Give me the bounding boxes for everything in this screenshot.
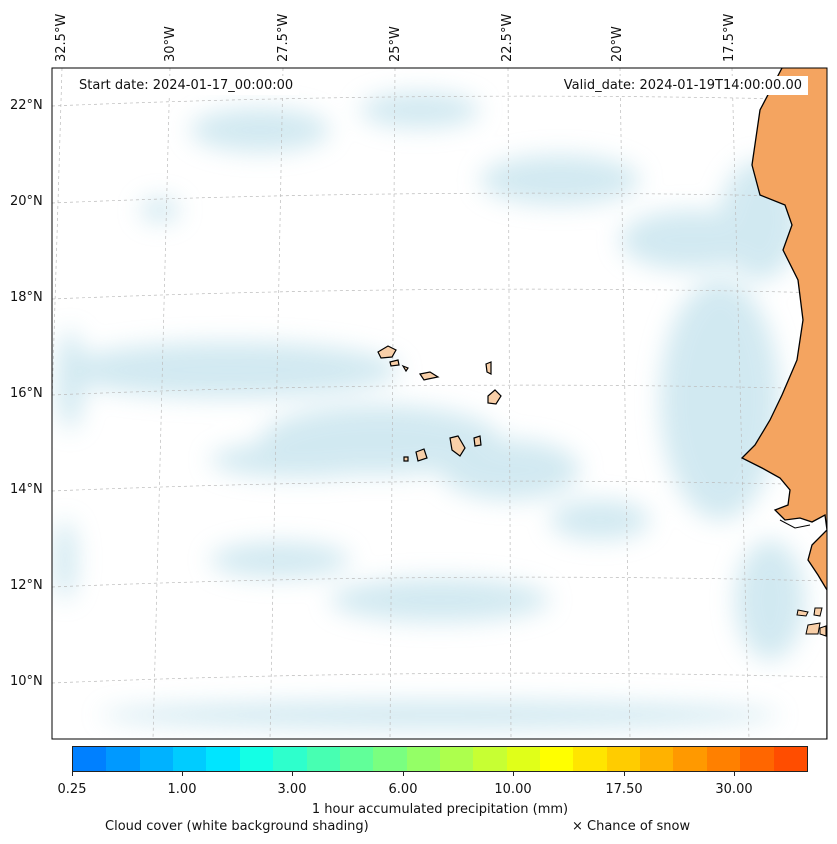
latitude-label-10n: 10°N	[10, 674, 43, 689]
colorbar-tickmark	[624, 772, 625, 776]
colorbar-segment	[606, 747, 641, 771]
latitude-label-12n: 12°N	[10, 578, 43, 593]
colorbar-segment	[406, 747, 440, 771]
longitude-label-27-5w: 27.5°W	[276, 13, 291, 62]
colorbar-segment	[306, 747, 340, 771]
colorbar-segment	[673, 747, 707, 771]
map-frame	[51, 67, 828, 740]
snow-legend: × Chance of snow	[572, 819, 691, 834]
cloud-cover-legend: Cloud cover (white background shading)	[105, 819, 369, 834]
colorbar-tickmark	[403, 772, 404, 776]
colorbar-tickmark	[182, 772, 183, 776]
colorbar-tick-0-25: 0.25	[57, 782, 87, 797]
precipitation-colorbar	[72, 746, 808, 772]
longitude-label-25w: 25°W	[388, 26, 403, 62]
colorbar-tick-3-00: 3.00	[277, 782, 307, 797]
colorbar-segment	[373, 747, 407, 771]
colorbar-segment	[740, 747, 774, 771]
colorbar-segment	[339, 747, 374, 771]
longitude-label-17-5w: 17.5°W	[722, 13, 737, 62]
graticule	[52, 68, 827, 739]
latitude-label-14n: 14°N	[10, 482, 43, 497]
colorbar-tick-10-00: 10.00	[494, 782, 532, 797]
colorbar-segment	[106, 747, 140, 771]
valid-date-label: Valid_date: 2024-01-19T14:00:00.00	[557, 76, 808, 95]
colorbar-tick-6-00: 6.00	[388, 782, 418, 797]
cape-verde-islands	[377, 345, 502, 462]
colorbar-segment	[239, 747, 274, 771]
colorbar-segment	[706, 747, 741, 771]
colorbar-segment	[506, 747, 541, 771]
colorbar-tickmark	[72, 772, 73, 776]
colorbar-title: 1 hour accumulated precipitation (mm)	[311, 802, 569, 817]
colorbar-segment	[473, 747, 507, 771]
colorbar-segment	[273, 747, 307, 771]
colorbar-segment	[206, 747, 240, 771]
longitude-label-20w: 20°W	[610, 26, 625, 62]
colorbar-tickmark	[292, 772, 293, 776]
bijagos-islands	[796, 607, 827, 637]
colorbar-segment	[73, 747, 107, 771]
latitude-label-18n: 18°N	[10, 290, 43, 305]
colorbar-tick-1-00: 1.00	[167, 782, 197, 797]
colorbar-tickmark	[513, 772, 514, 776]
longitude-label-30w: 30°W	[163, 26, 178, 62]
colorbar-tick-30-00: 30.00	[715, 782, 753, 797]
colorbar-segment	[439, 747, 474, 771]
cape-verde-peninsula	[779, 519, 811, 529]
latitude-label-20n: 20°N	[10, 194, 43, 209]
latitude-label-16n: 16°N	[10, 386, 43, 401]
latitude-label-22n: 22°N	[10, 98, 43, 113]
start-date-label: Start date: 2024-01-17_00:00:00	[73, 76, 300, 95]
colorbar-tickmark	[734, 772, 735, 776]
colorbar-segment	[773, 747, 807, 771]
colorbar-segment	[173, 747, 207, 771]
africa-landmass	[740, 68, 827, 739]
colorbar-tick-17-50: 17.50	[605, 782, 643, 797]
longitude-label-32-5w: 32.5°W	[54, 13, 69, 62]
longitude-label-22-5w: 22.5°W	[500, 13, 515, 62]
colorbar-segment	[540, 747, 574, 771]
colorbar-segment	[573, 747, 607, 771]
colorbar-segment	[640, 747, 674, 771]
colorbar-segment	[139, 747, 174, 771]
